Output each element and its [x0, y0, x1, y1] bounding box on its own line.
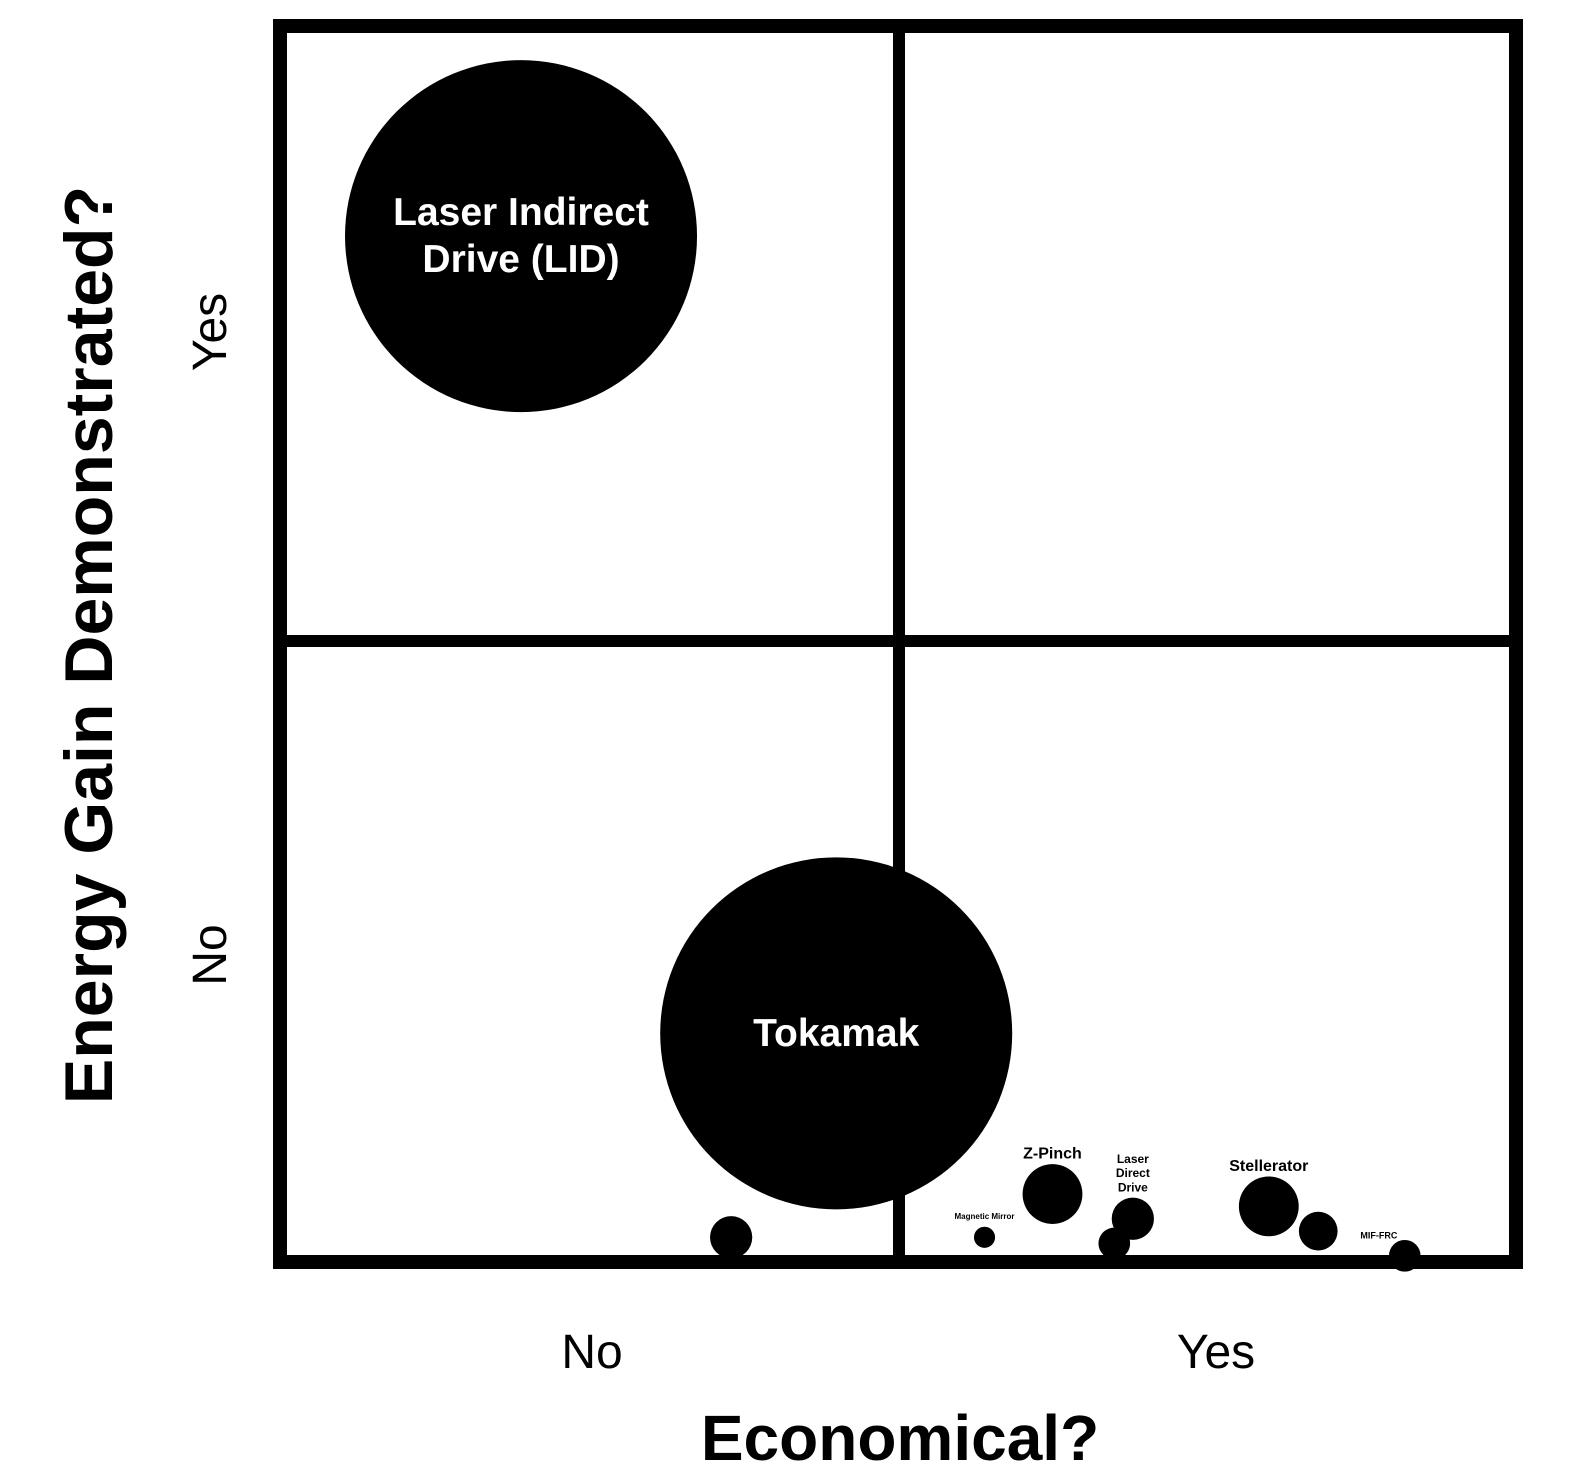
bubble-laser-indirect-drive-lid [345, 60, 698, 413]
bubble-unlabeled-8 [1298, 1211, 1338, 1251]
y-tick-yes: Yes [184, 293, 237, 371]
bubble-tokamak [660, 857, 1013, 1210]
y-axis-title: Energy Gain Demonstrated? [51, 186, 127, 1104]
quadrant-frame [273, 19, 1523, 1269]
bubble-unlabeled-2 [710, 1216, 753, 1259]
bubble-stellerator [1238, 1176, 1299, 1237]
bubble-label-z-pinch: Z-Pinch [1023, 1146, 1082, 1163]
bubble-label-laser-indirect-drive-lid: Laser Indirect Drive (LID) [393, 191, 649, 281]
x-tick-no: No [561, 1326, 622, 1379]
bubble-laser-direct-drive [1111, 1197, 1154, 1240]
bubble-label-mif-frc: MIF-FRC [1360, 1231, 1397, 1241]
bubble-label-tokamak: Tokamak [753, 1012, 919, 1055]
bubbles-layer [345, 60, 1421, 1272]
bubble-unlabeled-6 [1098, 1227, 1131, 1260]
y-tick-no: No [184, 924, 237, 985]
x-axis-title: Economical? [701, 1402, 1099, 1474]
bubble-labels-layer: Laser Indirect Drive (LID) Tokamak Magnetic… [393, 191, 1398, 1240]
bubble-z-pinch [1022, 1164, 1083, 1224]
bubble-label-laser-direct-drive: Laser Direct Drive [1116, 1152, 1150, 1195]
x-tick-yes: Yes [1177, 1326, 1255, 1379]
bubble-magnetic-mirror [973, 1226, 996, 1248]
bubble-label-stellerator: Stellerator [1229, 1158, 1308, 1175]
bubble-label-magnetic-mirror: Magnetic Mirror [955, 1212, 1015, 1221]
